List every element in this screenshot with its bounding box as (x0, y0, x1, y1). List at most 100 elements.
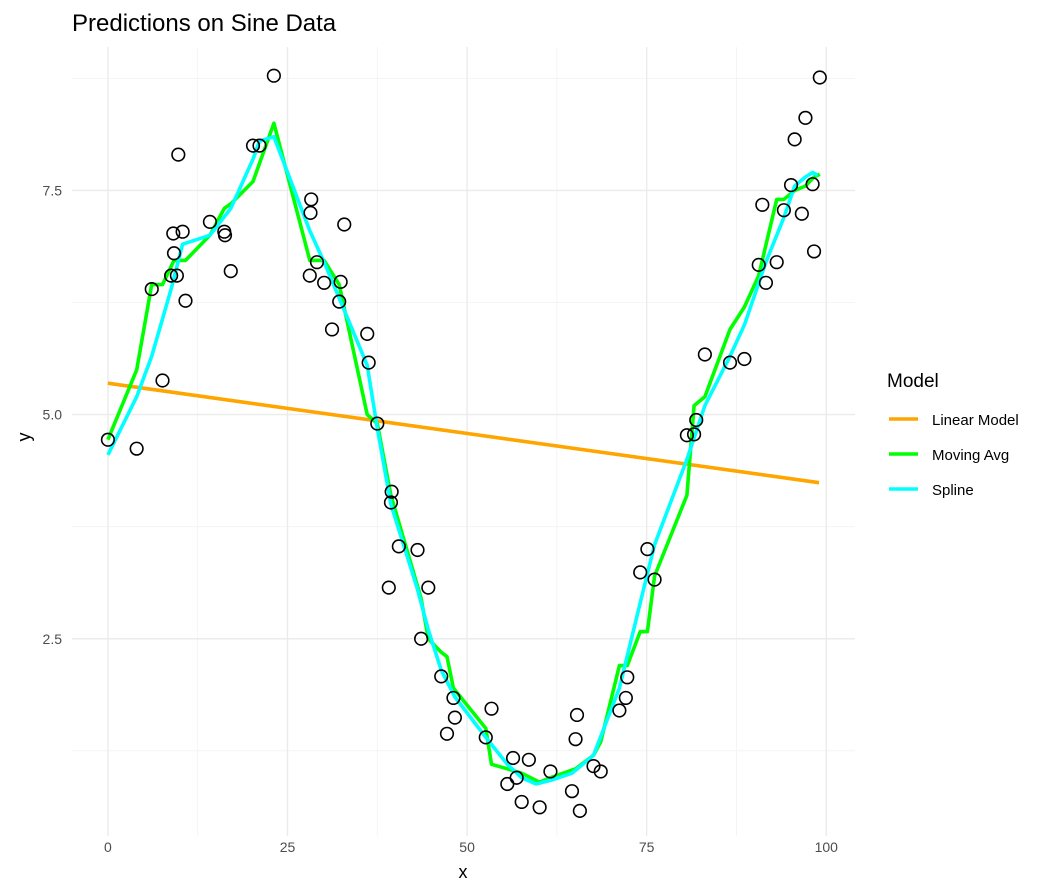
x-tick-label: 0 (104, 839, 112, 855)
data-point (360, 326, 375, 342)
data-point (252, 138, 267, 153)
x-tick-labels: 0 25 50 75 100 (104, 839, 838, 855)
data-point (302, 268, 317, 283)
data-point (812, 70, 827, 85)
data-point (144, 281, 159, 297)
data-point (620, 670, 635, 685)
data-point (175, 224, 190, 239)
chart-title: Predictions on Sine Data (72, 10, 337, 37)
series-lines (106, 121, 821, 786)
grid (72, 47, 855, 836)
data-point (223, 264, 238, 279)
data-point (798, 110, 813, 125)
y-tick-label: 7.5 (43, 182, 63, 198)
data-point (787, 132, 802, 147)
data-point (686, 427, 702, 442)
legend-title: Model (887, 371, 939, 392)
y-tick-labels: 2.5 5.0 7.5 (43, 182, 63, 646)
data-point (783, 177, 799, 193)
data-point (618, 690, 633, 706)
data-point (337, 217, 352, 232)
data-point (755, 197, 770, 212)
data-point (309, 255, 325, 270)
data-point (593, 764, 608, 779)
data-point (446, 690, 461, 706)
data-point (304, 192, 319, 207)
data-point (129, 441, 144, 456)
y-axis-title: y (14, 433, 34, 442)
data-point (640, 541, 655, 557)
data-point (564, 784, 580, 799)
data-point (505, 750, 521, 766)
data-point (166, 226, 181, 241)
data-point (805, 177, 820, 192)
data-point (633, 565, 648, 580)
data-point (751, 257, 766, 272)
data-point (722, 355, 738, 370)
legend-label-spline: Spline (932, 482, 974, 499)
legend-label-moving-avg: Moving Avg (932, 447, 1009, 464)
data-point (171, 147, 186, 162)
data-point (384, 484, 399, 499)
data-point (447, 710, 462, 725)
data-point (439, 726, 455, 741)
x-tick-label: 25 (280, 839, 296, 855)
data-point (679, 428, 695, 443)
x-tick-label: 100 (815, 839, 839, 855)
data-point (769, 255, 784, 270)
y-tick-label: 2.5 (43, 631, 63, 647)
data-point (586, 758, 601, 774)
data-point (572, 803, 587, 818)
data-points (100, 68, 827, 818)
data-point (166, 246, 182, 261)
data-point (383, 495, 399, 510)
data-point (612, 703, 627, 718)
series-line-moving-avg (106, 121, 821, 785)
data-point (521, 752, 536, 767)
data-point (697, 347, 712, 362)
data-point (737, 351, 752, 367)
data-point (484, 701, 499, 716)
data-point (434, 669, 449, 684)
data-point (155, 373, 170, 388)
data-point (370, 416, 385, 431)
data-point (776, 203, 791, 218)
data-point (217, 228, 233, 243)
data-point (303, 205, 318, 220)
data-point (568, 732, 583, 747)
data-point (421, 580, 436, 595)
data-point (202, 214, 218, 229)
series-line-linear-model (107, 381, 820, 485)
data-point (178, 293, 193, 308)
data-point (532, 800, 547, 815)
x-tick-label: 75 (639, 839, 655, 855)
data-point (317, 275, 332, 290)
data-point (381, 580, 396, 595)
series-line-spline (106, 134, 819, 786)
x-tick-label: 50 (459, 839, 475, 855)
legend: Model Linear Model Moving Avg Spline (887, 371, 1019, 499)
data-point (647, 572, 662, 587)
data-point (361, 355, 376, 370)
data-point (245, 138, 261, 153)
data-point (514, 794, 529, 810)
data-point (100, 432, 116, 447)
data-point (164, 268, 179, 283)
data-point (266, 68, 281, 83)
y-tick-label: 5.0 (43, 407, 63, 423)
data-point (391, 539, 406, 554)
data-point (169, 268, 184, 283)
data-point (333, 274, 348, 290)
x-axis-title: x (459, 862, 468, 882)
data-point (794, 206, 809, 221)
data-point (806, 244, 822, 259)
legend-label-linear-model: Linear Model (932, 412, 1019, 429)
data-point (569, 707, 585, 723)
data-point (332, 294, 347, 309)
data-point (689, 412, 704, 428)
data-point (500, 776, 515, 792)
data-point (324, 322, 340, 337)
data-point (414, 631, 429, 646)
data-point (509, 770, 524, 785)
